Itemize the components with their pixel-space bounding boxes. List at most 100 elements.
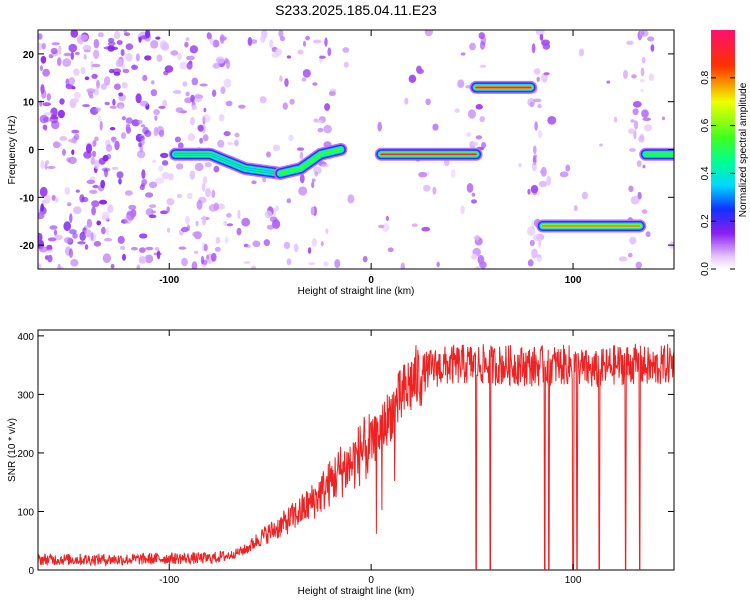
spectral-noise-blob — [314, 171, 319, 177]
spectral-noise-blob — [527, 188, 531, 195]
spectral-noise-blob — [137, 119, 143, 125]
spectral-noise-blob — [636, 160, 642, 168]
spectral-noise-blob — [68, 43, 78, 53]
spectral-noise-blob — [47, 237, 57, 242]
spectral-noise-blob — [457, 79, 465, 88]
spectral-noise-blob — [469, 42, 476, 51]
spectral-noise-blob — [185, 215, 190, 225]
spectrogram-ylabel: Frequency (Hz) — [7, 116, 18, 185]
spectral-noise-blob — [425, 98, 431, 106]
spectral-noise-blob — [541, 39, 550, 46]
spectral-noise-blob — [139, 100, 149, 107]
spectral-noise-blob — [311, 178, 316, 183]
spectral-noise-blob — [537, 130, 543, 139]
spectral-noise-blob — [324, 37, 328, 47]
spectral-noise-blob — [144, 55, 152, 61]
spectral-noise-blob — [581, 191, 589, 200]
spectral-noise-blob — [193, 250, 199, 255]
spectral-noise-blob — [279, 75, 283, 82]
spectral-noise-blob — [158, 129, 165, 137]
spectral-noise-blob — [211, 189, 216, 199]
y-tick-label: -20 — [20, 241, 35, 252]
spectral-noise-blob — [293, 243, 299, 253]
spectral-noise-blob — [421, 226, 431, 232]
spectral-noise-blob — [97, 32, 104, 38]
spectral-noise-blob — [308, 262, 316, 266]
spectral-noise-blob — [226, 212, 232, 218]
spectral-noise-blob — [150, 40, 159, 49]
spectral-noise-blob — [272, 144, 281, 151]
spectral-noise-blob — [151, 80, 155, 85]
spectral-noise-blob — [288, 134, 294, 141]
spectral-noise-blob — [645, 231, 651, 238]
spectral-noise-blob — [310, 206, 315, 216]
spectral-noise-blob — [38, 33, 43, 40]
spectral-noise-blob — [118, 104, 124, 110]
spectral-noise-blob — [92, 140, 97, 147]
spectral-noise-blob — [66, 202, 72, 207]
spectral-noise-blob — [640, 67, 645, 77]
spectral-noise-blob — [177, 142, 184, 150]
spectral-noise-blob — [166, 227, 171, 233]
spectral-noise-blob — [641, 57, 646, 64]
spectral-noise-blob — [531, 161, 537, 172]
spectral-noise-blob — [251, 180, 257, 185]
spectral-noise-blob — [117, 235, 125, 244]
spectral-noise-blob — [206, 32, 212, 40]
spectral-noise-blob — [40, 203, 45, 212]
spectral-noise-blob — [41, 42, 46, 50]
spectral-noise-blob — [641, 31, 645, 36]
spectral-noise-blob — [382, 223, 390, 232]
spectral-noise-blob — [64, 187, 71, 195]
spectral-noise-blob — [623, 69, 628, 79]
spectral-noise-blob — [190, 94, 195, 103]
spectral-noise-blob — [184, 41, 189, 48]
spectral-noise-blob — [618, 256, 628, 262]
snr-series-line — [38, 343, 674, 570]
spectral-noise-blob — [118, 92, 124, 97]
spectral-noise-blob — [531, 248, 538, 259]
spectral-noise-blob — [460, 52, 466, 56]
spectral-noise-blob — [639, 133, 645, 140]
spectral-noise-blob — [71, 98, 79, 104]
spectral-noise-blob — [38, 42, 44, 51]
spectral-noise-blob — [166, 206, 170, 213]
spectral-noise-blob — [201, 114, 211, 123]
spectral-noise-blob — [475, 104, 483, 110]
spectral-noise-blob — [153, 127, 159, 137]
spectral-noise-blob — [236, 227, 242, 236]
spectral-noise-blob — [70, 259, 79, 267]
spectral-noise-blob — [286, 258, 292, 266]
spectral-noise-blob — [179, 61, 188, 70]
spectral-noise-blob — [531, 43, 536, 54]
dominant-tone-band — [279, 148, 342, 175]
spectral-noise-blob — [104, 101, 110, 106]
spectral-noise-blob — [311, 238, 318, 247]
spectral-noise-blob — [162, 99, 168, 107]
spectral-noise-blob — [475, 266, 481, 269]
spectral-noise-blob — [151, 210, 157, 214]
spectral-noise-blob — [92, 184, 99, 189]
spectral-noise-blob — [125, 117, 133, 124]
colorbar-gradient — [711, 30, 735, 269]
spectral-noise-blob — [211, 89, 217, 97]
spectral-noise-blob — [141, 169, 146, 180]
spectral-noise-blob — [91, 206, 96, 216]
spectral-noise-blob — [278, 30, 284, 38]
spectral-noise-blob — [479, 64, 487, 68]
spectral-noise-blob — [142, 74, 148, 82]
spectral-noise-blob — [53, 229, 58, 236]
spectral-noise-blob — [42, 68, 50, 77]
spectral-noise-blob — [305, 35, 310, 41]
spectral-noise-blob — [289, 98, 295, 105]
spectral-noise-blob — [99, 120, 103, 131]
spectral-noise-blob — [387, 247, 394, 253]
spectral-noise-blob — [211, 252, 217, 262]
spectral-noise-blob — [454, 108, 460, 113]
spectral-noise-blob — [321, 163, 329, 168]
spectral-noise-blob — [108, 68, 115, 74]
spectral-noise-blob — [530, 185, 539, 194]
spectral-noise-blob — [191, 104, 198, 110]
spectral-noise-blob — [94, 136, 99, 142]
spectral-noise-blob — [38, 246, 48, 253]
